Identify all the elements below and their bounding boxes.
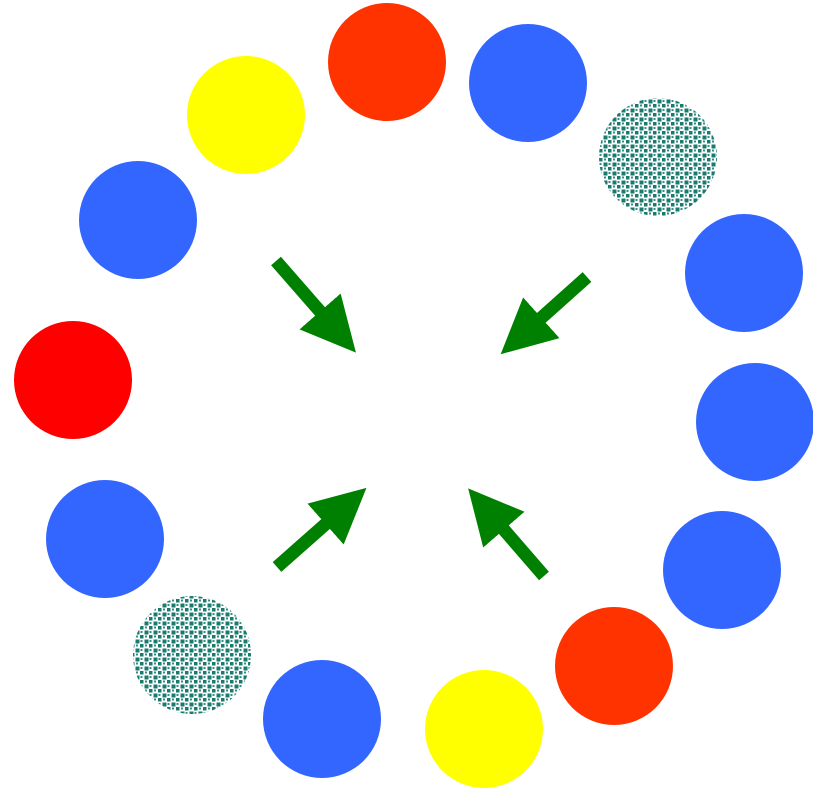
circle-yellow-top-left: [187, 56, 305, 174]
circle-blue-left-upper: [79, 161, 197, 279]
circle-blue-left-lower: [46, 480, 164, 598]
arrow-bottom-right: [468, 488, 549, 581]
circle-red-left: [14, 321, 132, 439]
arrow-bottom-left: [272, 487, 367, 572]
circle-blue-right-lower: [663, 511, 781, 629]
circle-blue-right: [696, 363, 813, 481]
circle-patterned-bottom-left: [133, 596, 251, 714]
circle-orange-top: [328, 3, 446, 121]
circle-blue-top-right: [469, 24, 587, 142]
circles-ring: [14, 3, 813, 788]
arrow-top-right: [500, 272, 592, 355]
circle-orange-bottom-right: [555, 607, 673, 725]
circle-blue-right-upper: [685, 214, 803, 332]
circle-blue-bottom: [263, 660, 381, 778]
arrow-top-left: [271, 256, 356, 353]
arrows-group: [271, 256, 592, 581]
circle-patterned-top-right: [599, 98, 717, 216]
circle-yellow-bottom: [425, 670, 543, 788]
